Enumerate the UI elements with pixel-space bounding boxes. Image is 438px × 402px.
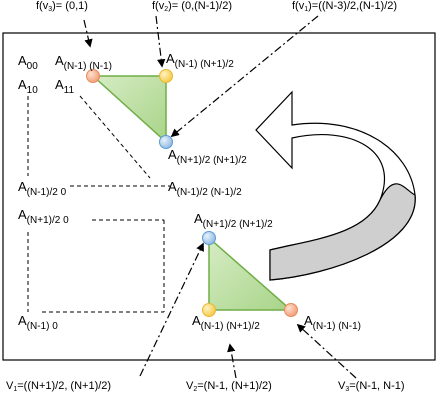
label-a-n1-n1-top: A(N-1) (N-1) [55, 53, 112, 73]
bottom-pointers [139, 242, 357, 379]
annotation-v1: V1=((N+1)/2, (N+1)/2) [6, 380, 112, 393]
source-node-v1 [159, 135, 173, 149]
source-triangle [91, 75, 167, 144]
annotation-fv2: f(v2)= (0,(N-1)/2) [152, 0, 233, 13]
annotation-fv3: f(v3)= (0,1) [36, 0, 88, 13]
label-a-n1m-n1m: A(N-1)/2 (N-1)/2 [168, 179, 242, 199]
label-a-n1m-0: A(N-1)/2 0 [18, 179, 67, 199]
matrix-frame [2, 32, 436, 361]
target-node-v3 [284, 303, 298, 317]
source-node-v3 [86, 69, 100, 83]
matrix-guides [27, 95, 170, 313]
label-a-n1p-n1p-bottom: A(N+1)/2 (N+1)/2 [194, 211, 273, 231]
target-node-v1 [202, 231, 216, 245]
rotation-arrow-shadow [269, 183, 416, 281]
annotation-fv1: f(v1)=((N-3)/2,(N-1)/2) [292, 0, 398, 13]
label-a10: A10 [18, 77, 38, 97]
label-a-n1-n1-bottom: A(N-1) (N-1) [304, 313, 361, 333]
label-a-n1-0: A(N-1) 0 [18, 313, 58, 333]
annotation-v2: V2=(N-1, (N+1)/2) [186, 380, 272, 393]
annotation-v3: V3=(N-1, N-1) [338, 380, 405, 393]
target-triangle [208, 236, 293, 311]
top-pointers [83, 15, 319, 138]
target-node-v2 [202, 303, 216, 317]
label-a-n1p-n1p-top: A(N+1)/2 (N+1)/2 [168, 147, 247, 167]
label-a-n1-n1half-top: A(N-1) (N+1)/2 [166, 51, 234, 71]
label-a11: A11 [55, 77, 75, 97]
label-a-n1p-0: A(N+1)/2 0 [18, 207, 69, 227]
source-node-v2 [159, 69, 173, 83]
label-a-n1-n1half-bottom: A(N-1) (N+1)/2 [192, 313, 260, 333]
label-a00: A00 [18, 53, 38, 73]
